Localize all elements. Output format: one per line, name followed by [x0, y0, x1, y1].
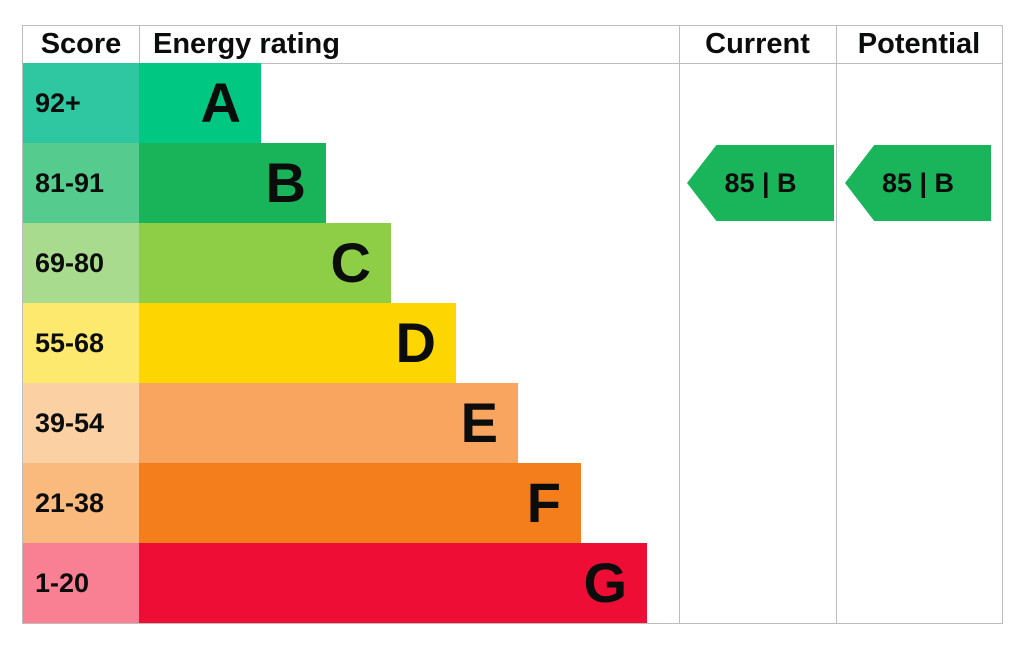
- score-range-f: 21-38: [23, 463, 139, 543]
- rating-row-a: 92+ A: [23, 63, 679, 143]
- rating-letter-c: C: [330, 231, 371, 294]
- rating-row-b: 81-91 B: [23, 143, 679, 223]
- rating-letter-g: G: [583, 551, 627, 614]
- rating-letter-f: F: [526, 471, 561, 534]
- divider-current-potential: [836, 26, 837, 623]
- rating-bar-c: C: [139, 223, 391, 303]
- header-score: Score: [40, 28, 122, 60]
- score-range-d: 55-68: [23, 303, 139, 383]
- score-range-a: 92+: [23, 63, 139, 143]
- divider-energy-current: [679, 26, 680, 623]
- rating-row-d: 55-68 D: [23, 303, 679, 383]
- rating-row-g: 1-20 G: [23, 543, 679, 623]
- score-range-g: 1-20: [23, 543, 139, 623]
- rating-letter-b: B: [265, 151, 306, 214]
- rating-letter-e: E: [460, 391, 498, 454]
- score-range-b: 81-91: [23, 143, 139, 223]
- rating-row-f: 21-38 F: [23, 463, 679, 543]
- score-range-e: 39-54: [23, 383, 139, 463]
- rating-letter-a: A: [200, 71, 241, 134]
- current-rating-pointer: 85 | B: [687, 145, 834, 221]
- header-current: Current: [705, 28, 810, 60]
- rating-row-e: 39-54 E: [23, 383, 679, 463]
- epc-table: Score Energy rating Current Potential 92…: [22, 25, 1003, 624]
- rating-bar-b: B: [139, 143, 326, 223]
- score-range-c: 69-80: [23, 223, 139, 303]
- divider-header-bottom: [23, 63, 1002, 64]
- potential-rating-pointer: 85 | B: [845, 145, 991, 221]
- rating-letter-d: D: [395, 311, 436, 374]
- header-energy-rating: Energy rating: [153, 28, 340, 60]
- rating-bar-d: D: [139, 303, 456, 383]
- rating-bar-g: G: [139, 543, 647, 623]
- rating-bar-a: A: [139, 63, 261, 143]
- rating-bar-f: F: [139, 463, 581, 543]
- rating-row-c: 69-80 C: [23, 223, 679, 303]
- divider-score-energy: [139, 26, 140, 63]
- rating-bar-e: E: [139, 383, 518, 463]
- header-potential: Potential: [857, 28, 981, 60]
